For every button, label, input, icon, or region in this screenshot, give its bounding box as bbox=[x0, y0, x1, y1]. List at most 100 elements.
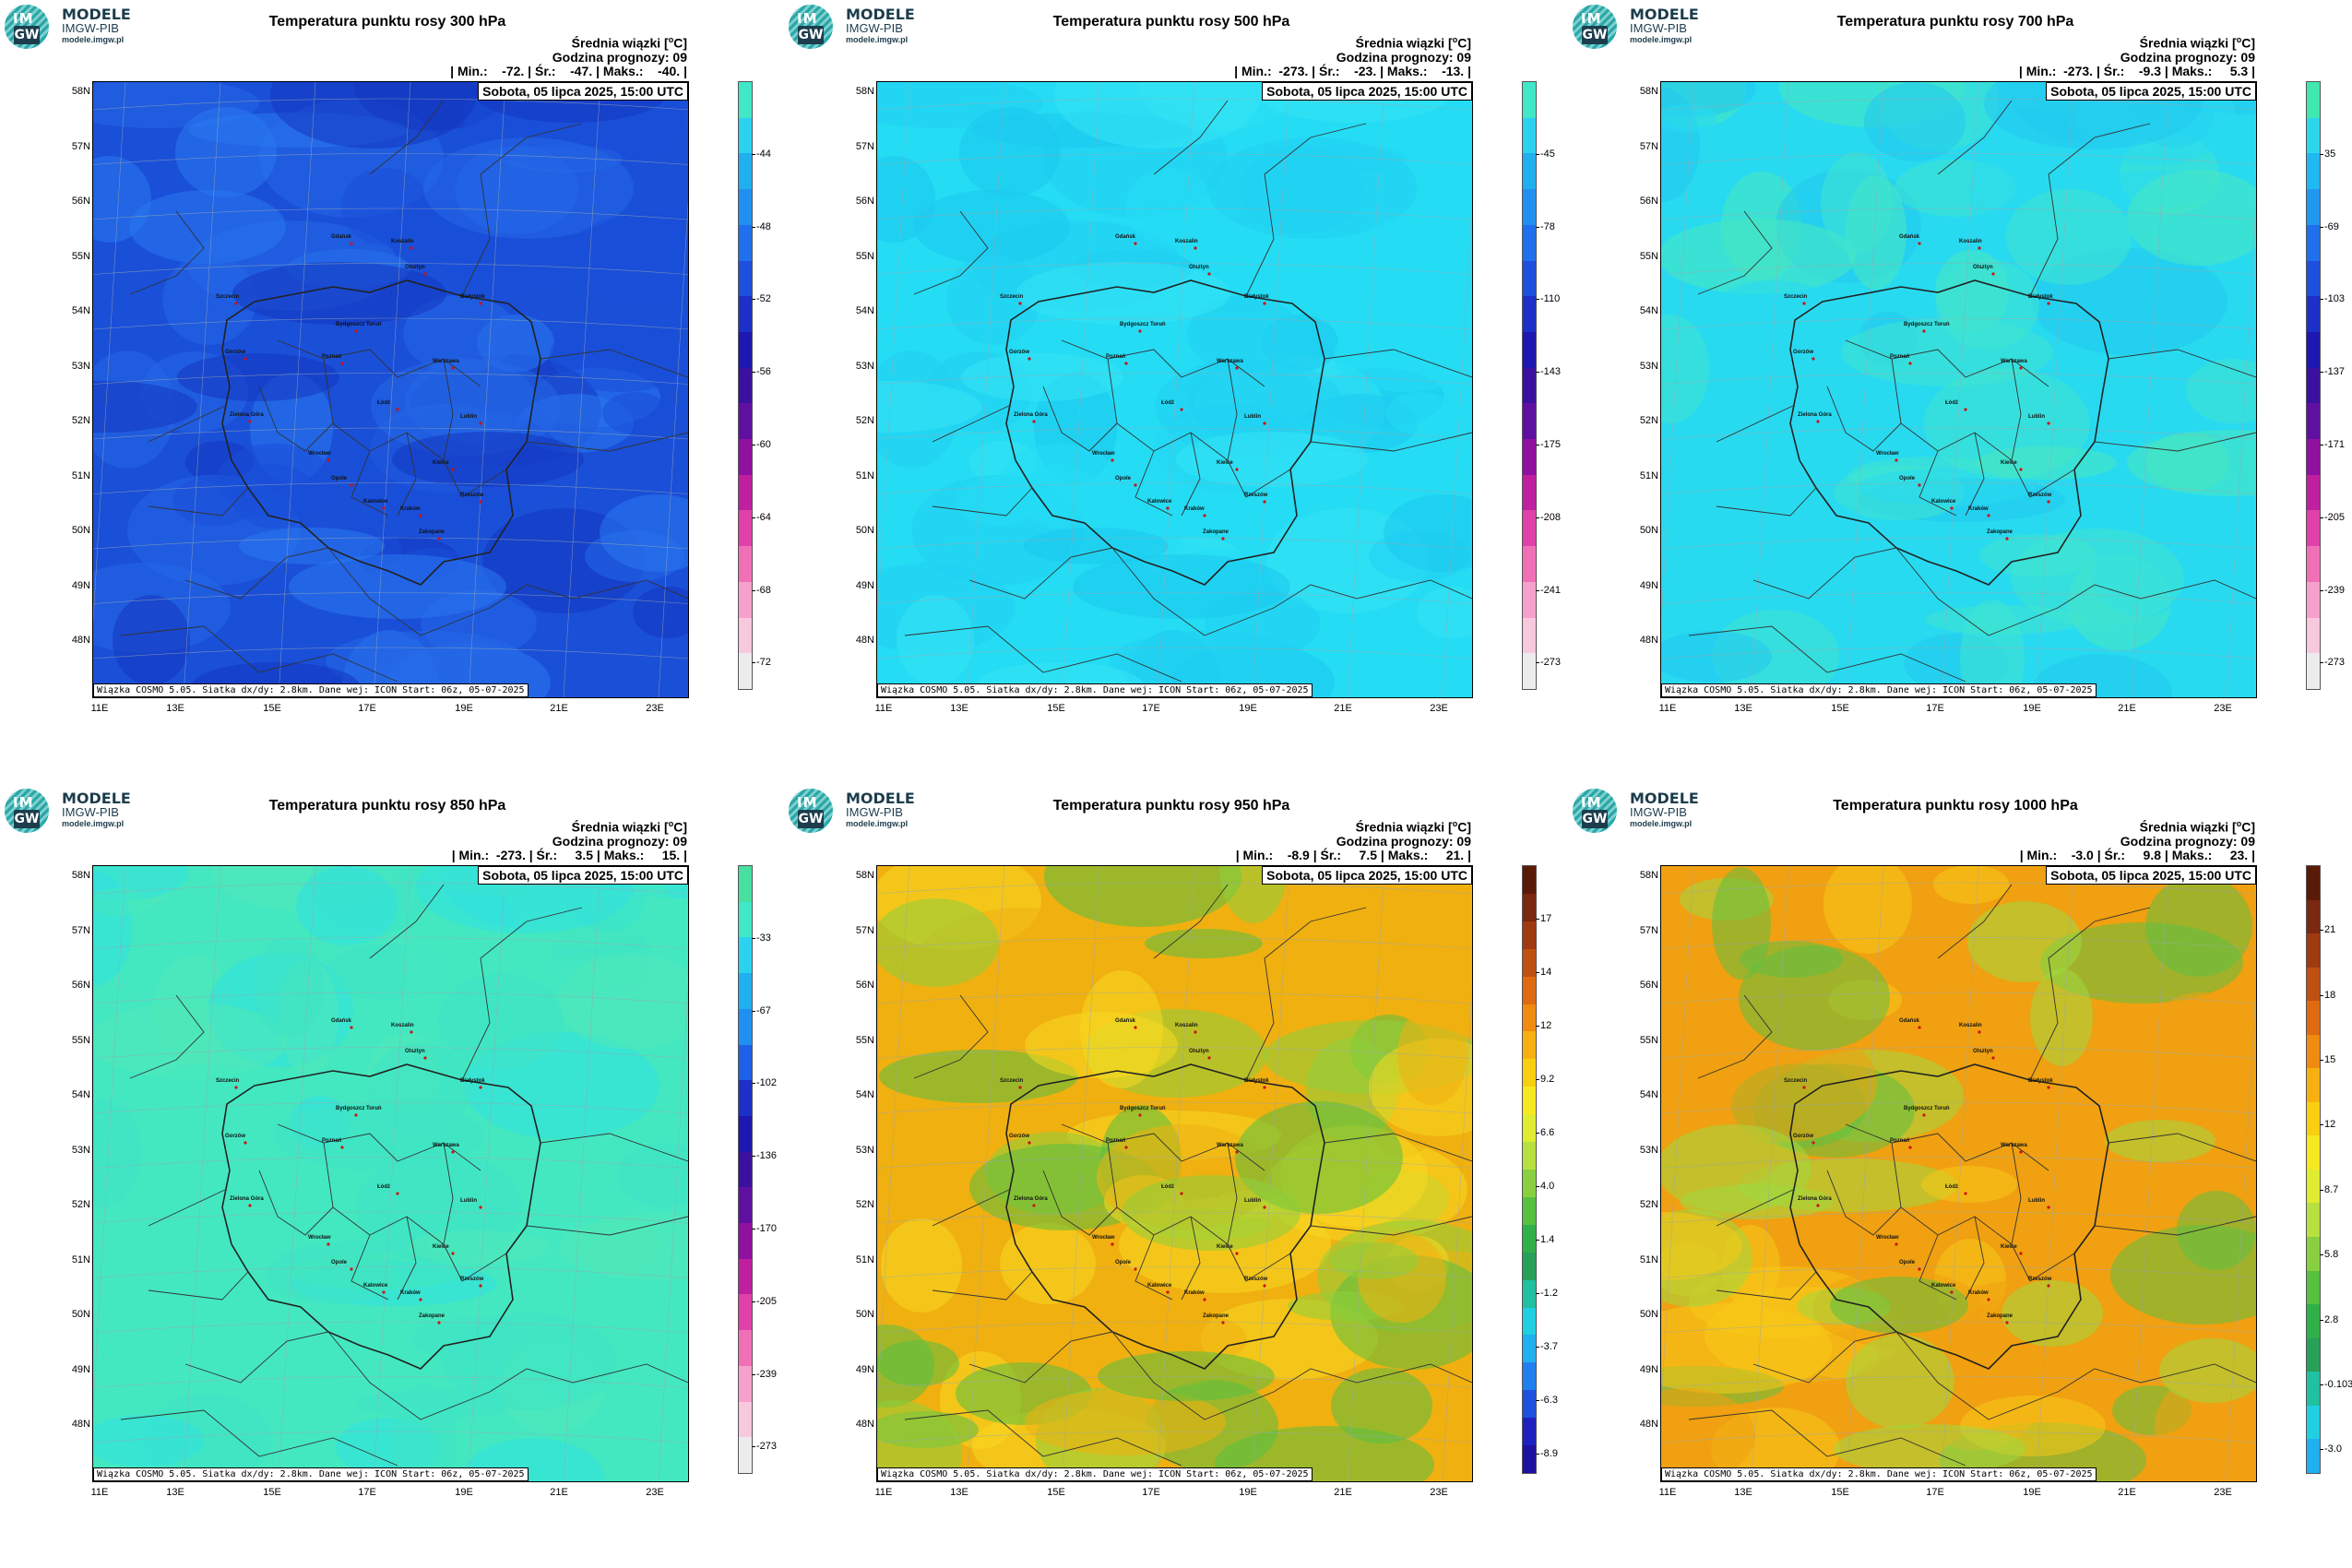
valid-time: Sobota, 05 lipca 2025, 15:00 UTC bbox=[478, 82, 688, 101]
map-field bbox=[93, 82, 688, 697]
colorbar-tick bbox=[1536, 154, 1539, 155]
colorbar-tick bbox=[752, 227, 755, 228]
colorbar-segment bbox=[2307, 1203, 2320, 1238]
city-label: Katowice bbox=[1147, 1283, 1172, 1289]
colorbar-label: -52 bbox=[756, 293, 771, 304]
colorbar-label: -69 bbox=[2324, 221, 2339, 232]
lat-label: 51N bbox=[71, 470, 90, 481]
colorbar-tick bbox=[2320, 517, 2323, 518]
colorbar-segment bbox=[2307, 153, 2320, 190]
city-label: Szczecin bbox=[1784, 294, 1808, 300]
lon-label: 13E bbox=[166, 703, 184, 714]
lon-label: 21E bbox=[1334, 703, 1352, 714]
lon-label: 23E bbox=[2214, 703, 2232, 714]
lat-label: 57N bbox=[71, 141, 90, 152]
colorbar-tick bbox=[752, 1446, 755, 1447]
colorbar-segment bbox=[739, 653, 752, 689]
colorbar-segment bbox=[1523, 653, 1536, 689]
lat-label: 50N bbox=[855, 525, 874, 536]
city-label: Kielce bbox=[433, 1244, 449, 1250]
colorbar-segment bbox=[739, 866, 752, 902]
lon-label: 15E bbox=[1047, 1487, 1065, 1498]
map-area[interactable]: Gdańsk Koszalin Olsztyn Szczecin Białystok By… bbox=[1660, 865, 2257, 1482]
city-label: Koszalin bbox=[1959, 1023, 1982, 1028]
colorbar-segment bbox=[1523, 1031, 1536, 1060]
map-area[interactable]: Gdańsk Koszalin Olsztyn Szczecin Białystok By… bbox=[92, 81, 689, 698]
colorbar-segment bbox=[2307, 296, 2320, 332]
lat-label: 49N bbox=[855, 1364, 874, 1375]
colorbar-label: -6.3 bbox=[1540, 1395, 1558, 1406]
logo-line1: MODELE bbox=[846, 790, 915, 807]
colorbar-label: -239 bbox=[2324, 585, 2346, 596]
valid-time: Sobota, 05 lipca 2025, 15:00 UTC bbox=[2046, 82, 2256, 101]
colorbar-label: -143 bbox=[1540, 366, 1562, 377]
lon-label: 19E bbox=[455, 1487, 473, 1498]
colorbar-segment bbox=[2307, 1169, 2320, 1204]
colorbar-segment bbox=[2307, 260, 2320, 297]
city-label: Bydgoszcz Toruń bbox=[1120, 1106, 1166, 1111]
city-label: Bydgoszcz Toruń bbox=[336, 322, 382, 327]
city-label: Zakopane bbox=[1987, 529, 2013, 535]
lon-label: 15E bbox=[1047, 703, 1065, 714]
lat-label: 51N bbox=[855, 470, 874, 481]
lat-label: 57N bbox=[71, 925, 90, 936]
colorbar-tick bbox=[752, 662, 755, 663]
stats-block: Średnia wiązki [oC] Godzina prognozy: 09… bbox=[2018, 35, 2255, 78]
colorbar-segment bbox=[1523, 617, 1536, 654]
lon-label: 23E bbox=[646, 1487, 664, 1498]
colorbar-segment bbox=[1523, 1390, 1536, 1419]
colorbar-segment bbox=[739, 1223, 752, 1259]
colorbar-tick bbox=[1536, 1400, 1539, 1401]
city-label: Opole bbox=[331, 1260, 348, 1265]
colorbar-tick bbox=[1536, 919, 1539, 920]
city-label: Kielce bbox=[2001, 460, 2017, 466]
logo-line3: modele.imgw.pl bbox=[62, 35, 125, 44]
colorbar-segment bbox=[1523, 82, 1536, 118]
colorbar-tick bbox=[2320, 590, 2323, 591]
lat-label: 58N bbox=[1639, 870, 1658, 881]
colorbar-label: -78 bbox=[1540, 221, 1555, 232]
lat-label: 49N bbox=[71, 1364, 90, 1375]
city-label: Zakopane bbox=[1203, 1313, 1229, 1319]
colorbar-label: -60 bbox=[756, 439, 771, 450]
city-label: Olsztyn bbox=[1973, 265, 1993, 270]
city-label: Opole bbox=[1115, 476, 1132, 481]
logo-line2: IMGW-PIB bbox=[62, 805, 119, 819]
colorbar-segment bbox=[1523, 1224, 1536, 1253]
map-area[interactable]: Gdańsk Koszalin Olsztyn Szczecin Białystok By… bbox=[876, 865, 1473, 1482]
colorbar-segment bbox=[739, 189, 752, 225]
city-label: Koszalin bbox=[391, 239, 414, 244]
colorbar-segment bbox=[739, 296, 752, 332]
stats-block: Średnia wiązki [oC] Godzina prognozy: 09… bbox=[451, 819, 687, 862]
colorbar-segment bbox=[2307, 933, 2320, 968]
logo-emblem: IM GW bbox=[5, 5, 49, 49]
map-area[interactable]: Gdańsk Koszalin Olsztyn Szczecin Białystok By… bbox=[1660, 81, 2257, 698]
map-area[interactable]: Gdańsk Koszalin Olsztyn Szczecin Białystok By… bbox=[876, 81, 1473, 698]
city-label: Gorzów bbox=[225, 1134, 245, 1139]
colorbar-label: -171 bbox=[2324, 439, 2346, 450]
colorbar-label: -205 bbox=[2324, 512, 2346, 523]
colorbar-segment bbox=[1523, 1114, 1536, 1143]
city-label: Opole bbox=[1115, 1260, 1132, 1265]
stats-block: Średnia wiązki [oC] Godzina prognozy: 09… bbox=[1234, 35, 1471, 78]
city-label: Wrocław bbox=[308, 451, 331, 457]
colorbar-segment bbox=[2307, 967, 2320, 1002]
lat-label: 53N bbox=[855, 361, 874, 372]
lon-label: 17E bbox=[1142, 703, 1160, 714]
colorbar-tick bbox=[1536, 1347, 1539, 1348]
map-panel: IM GW MODELE IMGW-PIB modele.imgw.pl Tem… bbox=[784, 784, 1568, 1568]
city-label: Lublin bbox=[2028, 414, 2045, 420]
lat-label: 52N bbox=[855, 1199, 874, 1210]
colorbar-tick bbox=[2320, 1190, 2323, 1191]
colorbar-tick bbox=[2320, 299, 2323, 300]
colorbar-segment bbox=[739, 117, 752, 154]
colorbar-segment bbox=[1523, 117, 1536, 154]
city-label: Koszalin bbox=[1175, 239, 1198, 244]
lon-label: 19E bbox=[1239, 1487, 1257, 1498]
colorbar-segment bbox=[1523, 474, 1536, 511]
map-area[interactable]: Gdańsk Koszalin Olsztyn Szczecin Białystok By… bbox=[92, 865, 689, 1482]
stats-block: Średnia wiązki [oC] Godzina prognozy: 09… bbox=[2019, 819, 2255, 862]
logo-emblem: IM GW bbox=[1573, 789, 1617, 833]
colorbar-tick bbox=[1536, 517, 1539, 518]
